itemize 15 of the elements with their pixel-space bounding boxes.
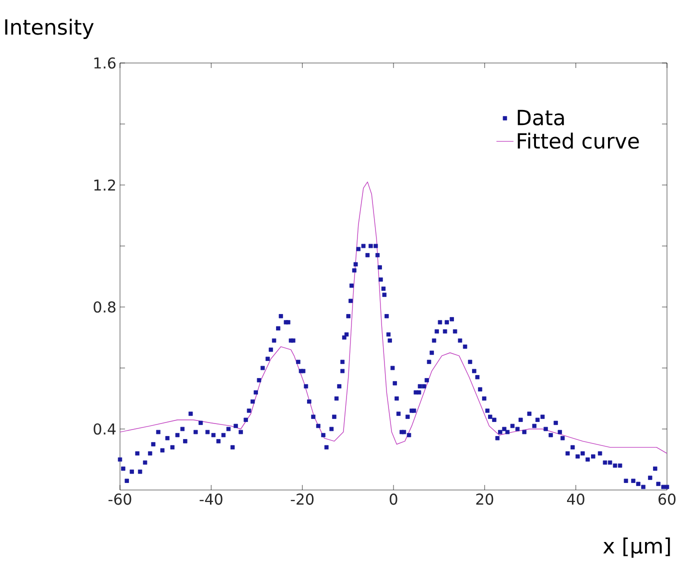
x-tick-label: -20 [290, 494, 314, 505]
x-axis-title: x [µm] [603, 538, 670, 558]
y-tick-label: 1.6 [94, 57, 116, 69]
y-axis-title: Intensity [5, 18, 94, 39]
y-tick-label: 0.8 [94, 301, 116, 313]
x-tick-label: 60 [658, 494, 676, 505]
y-tick-label: 1.2 [94, 179, 115, 191]
x-tick-label: -40 [200, 494, 222, 505]
x-tick-label: -60 [108, 494, 132, 505]
legend-label: Fitted curve [518, 132, 639, 149]
legend-label: Data [518, 110, 564, 126]
y-tick-label: 0.4 [94, 423, 116, 435]
x-tick-label: 40 [567, 494, 584, 505]
x-tick-label: 20 [476, 494, 494, 505]
x-tick-label: 0 [390, 494, 398, 505]
